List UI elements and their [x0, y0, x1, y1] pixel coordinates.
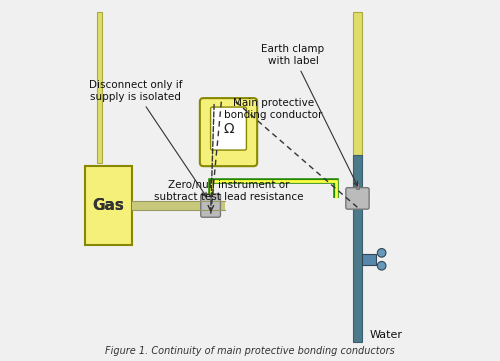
Bar: [132, 201, 225, 210]
Text: Main protective
bonding conductor: Main protective bonding conductor: [224, 98, 322, 119]
Bar: [209, 188, 212, 196]
Circle shape: [378, 249, 386, 257]
Text: Figure 1. Continuity of main protective bonding conductors: Figure 1. Continuity of main protective …: [105, 346, 395, 356]
Text: Earth clamp
with label: Earth clamp with label: [262, 44, 358, 186]
FancyBboxPatch shape: [200, 98, 257, 166]
Bar: [362, 254, 376, 265]
Text: Gas: Gas: [92, 198, 124, 213]
FancyBboxPatch shape: [85, 166, 132, 245]
Text: Disconnect only if
supply is isolated: Disconnect only if supply is isolated: [88, 80, 206, 197]
FancyBboxPatch shape: [210, 107, 246, 150]
Text: Gas: Gas: [92, 198, 124, 213]
Text: Water: Water: [370, 330, 403, 340]
Text: Ω: Ω: [223, 122, 234, 136]
Bar: [353, 156, 362, 342]
Text: Zero/null instrument or
subtract test lead resistance: Zero/null instrument or subtract test le…: [154, 180, 304, 202]
Bar: [356, 183, 360, 190]
Bar: [353, 12, 362, 162]
FancyBboxPatch shape: [200, 194, 220, 217]
Circle shape: [378, 261, 386, 270]
FancyBboxPatch shape: [346, 188, 369, 209]
Bar: [98, 12, 102, 162]
